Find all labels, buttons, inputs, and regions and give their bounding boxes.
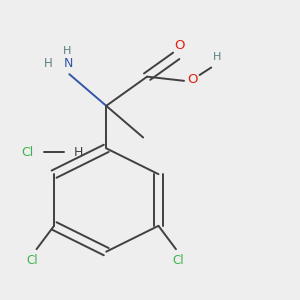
Text: H: H: [213, 52, 221, 62]
Text: O: O: [188, 73, 198, 86]
Text: H: H: [44, 57, 52, 70]
Text: Cl: Cl: [21, 146, 33, 159]
Text: H: H: [63, 46, 71, 56]
Text: N: N: [64, 57, 73, 70]
Text: H: H: [74, 146, 83, 159]
Text: Cl: Cl: [172, 254, 184, 267]
Text: Cl: Cl: [27, 254, 38, 267]
Text: O: O: [174, 39, 184, 52]
